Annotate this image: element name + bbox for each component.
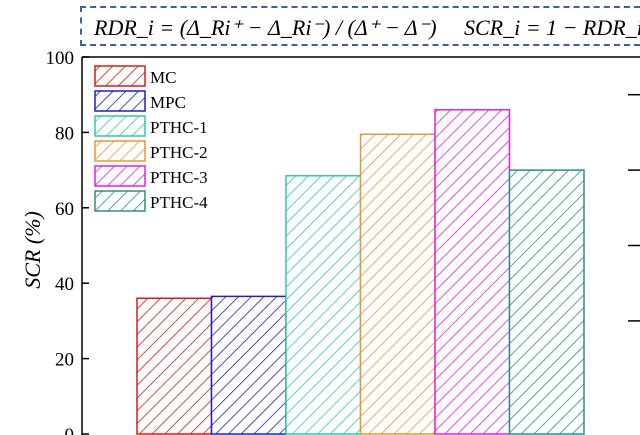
rdr-formula: RDR_i = (Δ_Ri⁺ − Δ_Ri⁻) / (Δ⁺ − Δ⁻) (94, 15, 437, 41)
y-tick-label: 100 (46, 48, 75, 69)
y-tick-label: 60 (55, 199, 74, 220)
y-tick-label: 20 (55, 350, 74, 371)
y-tick-label: 40 (55, 274, 74, 295)
legend-label: PTHC-1 (150, 118, 208, 137)
legend-label: PTHC-3 (150, 168, 208, 187)
legend-swatch (95, 66, 145, 86)
bar-pthc-3 (435, 110, 510, 434)
y-tick-label: 0 (65, 425, 75, 435)
scr-formula: SCR_i = 1 − RDR_i (464, 15, 640, 41)
legend-swatch (95, 141, 145, 161)
legend-swatch (95, 166, 145, 186)
formula-box: RDR_i = (Δ_Ri⁺ − Δ_Ri⁻) / (Δ⁺ − Δ⁻) SCR_… (80, 6, 640, 46)
bar-pthc-2 (361, 134, 436, 434)
legend-label: PTHC-4 (150, 193, 208, 212)
legend-swatch (95, 191, 145, 211)
bar-pthc-1 (286, 176, 361, 434)
legend-label: MPC (150, 93, 186, 112)
legend-swatch (95, 91, 145, 111)
y-axis-title: SCR (%) (20, 211, 45, 289)
legend-label: PTHC-2 (150, 143, 208, 162)
legend-swatch (95, 116, 145, 136)
y-tick-label: 80 (55, 123, 74, 144)
bar-pthc-4 (510, 170, 585, 434)
bar-mc (137, 298, 212, 434)
bar-mpc (212, 296, 287, 434)
legend: MC MPC PTHC-1 PTHC-2 PTHC-3 PTHC-4 (95, 66, 208, 212)
legend-label: MC (150, 68, 176, 87)
